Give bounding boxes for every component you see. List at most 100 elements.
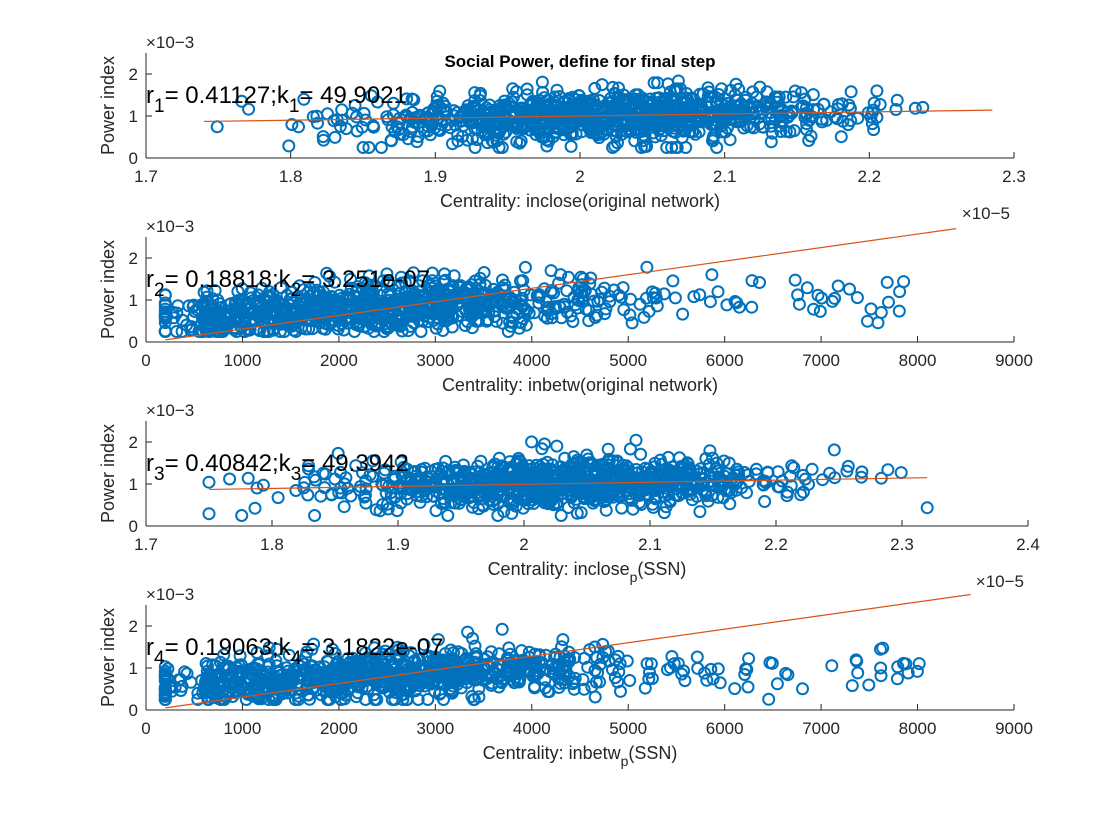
scatter-point (825, 294, 839, 308)
scatter-point (845, 679, 859, 693)
scatter-point (300, 645, 314, 659)
scatter-point (893, 285, 907, 299)
scatter-point (724, 485, 738, 499)
scatter-point (217, 661, 231, 675)
scatter-point (492, 451, 506, 465)
scatter-point (880, 275, 894, 289)
scatter-point (341, 652, 355, 666)
scatter-point (349, 690, 363, 704)
scatter-point (504, 493, 518, 507)
scatter-point (556, 123, 570, 137)
scatter-point (453, 280, 467, 294)
scatter-point (745, 274, 759, 288)
scatter-point (417, 671, 431, 685)
scatter-point (200, 312, 214, 326)
scatter-point (522, 459, 536, 473)
x-tick-label: 1.8 (279, 167, 303, 186)
scatter-point (647, 76, 661, 90)
scatter-point (874, 661, 888, 675)
x-tick-label: 2000 (320, 351, 358, 370)
scatter-point (328, 275, 342, 289)
scatter-point (372, 679, 386, 693)
scatter-point (235, 94, 249, 108)
scatter-point (366, 469, 380, 483)
scatter-point (556, 117, 569, 131)
scatter-point (899, 657, 913, 671)
scatter-point (851, 666, 865, 680)
scatter-point (485, 134, 499, 148)
x-tick-label: 1000 (224, 719, 262, 738)
scatter-point (781, 110, 795, 124)
scatter-point (770, 677, 784, 691)
scatter-point (250, 322, 264, 336)
scatter-point (321, 655, 335, 669)
scatter-point (667, 657, 681, 671)
annotation-r: r (146, 82, 154, 109)
scatter-point (520, 471, 534, 485)
scatter-point (405, 300, 419, 314)
scatter-point (331, 446, 345, 460)
scatter-point (447, 489, 461, 503)
scatter-point (297, 92, 311, 106)
scatter-point (862, 678, 876, 692)
scatter-point (330, 305, 344, 319)
scatter-point (490, 485, 504, 499)
scatter-point (323, 682, 337, 696)
scatter-point (303, 282, 317, 296)
scatter-point (842, 98, 856, 112)
scatter-point (474, 454, 488, 468)
scatter-point (224, 671, 238, 685)
scatter-point (525, 435, 539, 449)
scatter-point (396, 466, 410, 480)
annotation-r-subscript: 2 (154, 280, 165, 301)
annotation-r: r (146, 266, 154, 293)
scatter-point (394, 496, 408, 510)
scatter-point (370, 693, 384, 706)
scatter-point (235, 509, 249, 522)
scatter-point (901, 666, 915, 680)
scatter-point (552, 276, 566, 290)
scatter-point (375, 284, 389, 298)
annotation-k-value: = 49.9021 (299, 82, 406, 109)
scatter-point (522, 657, 536, 671)
scatter-point (292, 120, 305, 134)
y-tick-label: 0 (129, 149, 138, 168)
scatter-point (425, 470, 439, 484)
scatter-point (429, 504, 443, 518)
scatter-point (500, 101, 514, 115)
scatter-point (765, 126, 779, 140)
scatter-point (765, 656, 779, 670)
x-tick-label: 1.7 (134, 167, 158, 186)
scatter-point (470, 133, 484, 147)
scatter-point (348, 98, 362, 112)
scatter-point (158, 316, 172, 330)
x-tick-label: 2.1 (713, 167, 737, 186)
scatter-point (585, 456, 598, 470)
scatter-point (745, 300, 759, 314)
scatter-point (696, 483, 709, 497)
scatter-point (461, 654, 475, 668)
x-tick-label: 5000 (609, 719, 647, 738)
scatter-point (762, 692, 776, 706)
scatter-point (591, 128, 605, 142)
scatter-point (724, 83, 738, 97)
scatter-point (187, 310, 201, 324)
scatter-point (311, 116, 324, 130)
y-tick-label: 1 (129, 107, 138, 126)
scatter-point (703, 295, 717, 309)
y-tick-label: 1 (129, 291, 138, 310)
scatter-point (548, 667, 562, 681)
scatter-point (665, 141, 679, 154)
scatter-point (469, 465, 483, 479)
scatter-point (301, 679, 315, 692)
y-tick-label: 2 (129, 65, 138, 84)
scatter-point (713, 676, 727, 690)
scatter-point (385, 693, 399, 706)
scatter-point (568, 298, 582, 312)
scatter-point (362, 269, 376, 283)
scatter-point (440, 466, 454, 480)
scatter-point (660, 141, 674, 154)
scatter-point (890, 672, 904, 686)
scatter-point (739, 662, 753, 676)
scatter-point (294, 304, 308, 318)
